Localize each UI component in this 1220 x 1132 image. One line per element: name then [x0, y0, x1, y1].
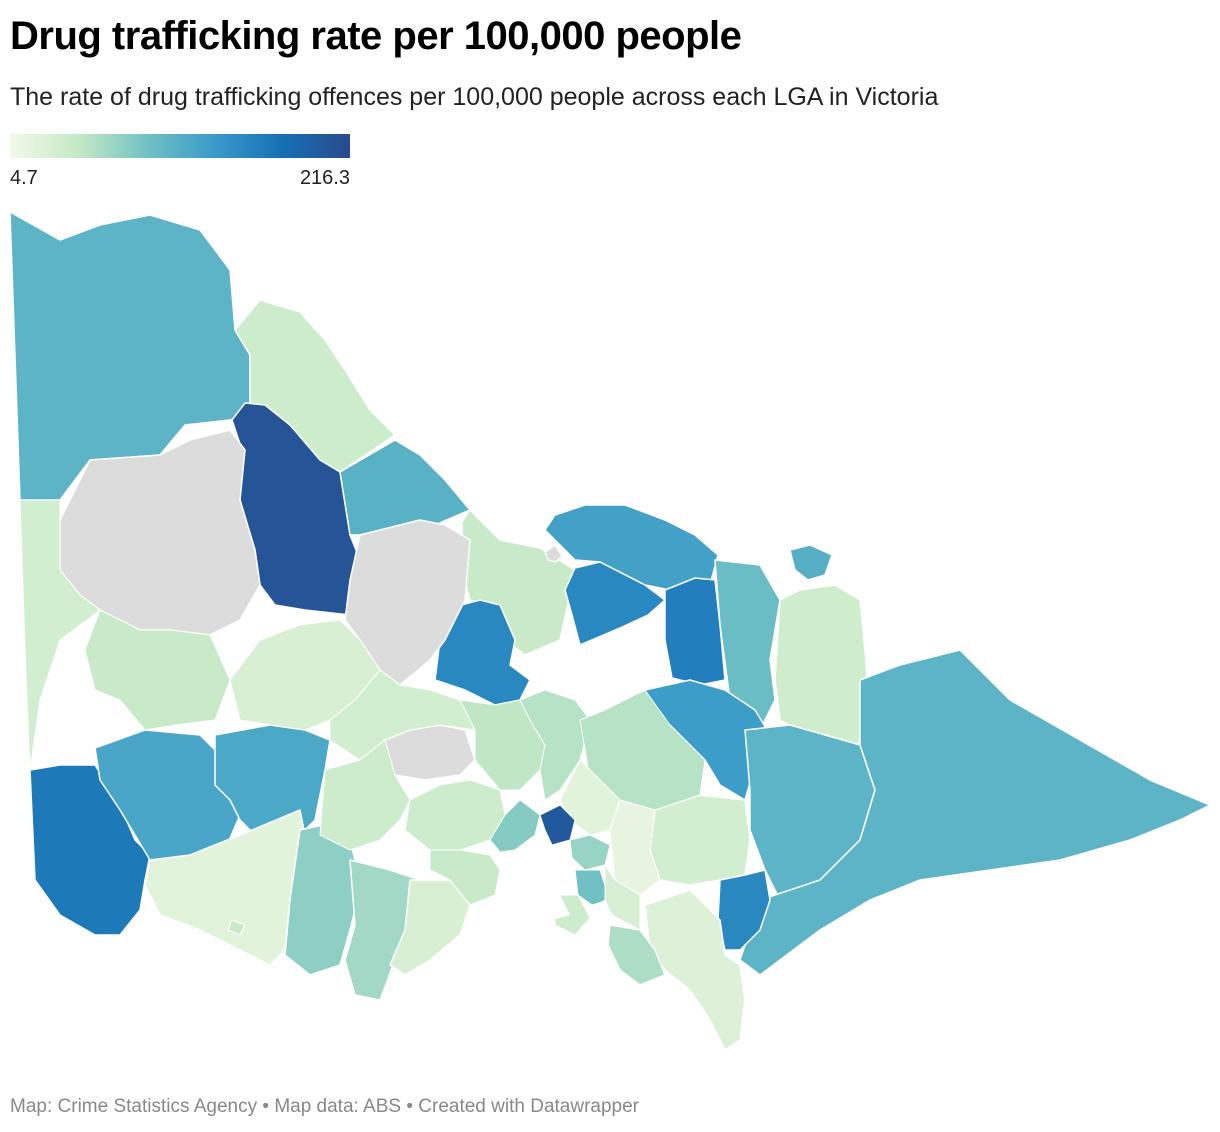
chart-subtitle: The rate of drug trafficking offences pe…: [10, 83, 939, 111]
footer-separator: •: [257, 1096, 275, 1117]
western-port-bay: [590, 900, 612, 925]
footer-credit: Created with Datawrapper: [418, 1096, 639, 1117]
victoria-choropleth-map: [9, 211, 1211, 1051]
lga-benalla[interactable]: [664, 577, 726, 686]
lga-region[interactable]: [569, 834, 611, 871]
footer-separator: •: [401, 1096, 419, 1117]
lga-alpine[interactable]: [714, 559, 781, 731]
chart-title: Drug trafficking rate per 100,000 people: [10, 14, 742, 58]
lga-east-gippsland[interactable]: [739, 649, 1211, 976]
lga-region[interactable]: [19, 499, 101, 771]
lga-golden-plains[interactable]: [344, 859, 421, 1001]
lga-region[interactable]: [519, 689, 591, 801]
port-phillip-bay: [495, 845, 570, 922]
legend-max-label: 216.3: [299, 167, 350, 189]
lga-bass-coast[interactable]: [607, 924, 666, 986]
legend-min-label: 4.7: [10, 167, 38, 189]
color-legend: 4.7 216.3: [10, 134, 350, 189]
lga-yarriambiack[interactable]: [344, 519, 471, 686]
lga-wodonga[interactable]: [789, 544, 833, 581]
lga-region[interactable]: [319, 739, 411, 851]
lga-region[interactable]: [559, 759, 621, 836]
lga-region[interactable]: [489, 799, 541, 853]
legend-gradient-bar: [10, 134, 350, 158]
lga-shepparton[interactable]: [434, 599, 531, 706]
footer-credits: Map: Crime Statistics Agency • Map data:…: [10, 1096, 639, 1118]
lga-wangaratta[interactable]: [564, 561, 666, 646]
lga-region[interactable]: [227, 919, 246, 936]
footer-map-data: Map data: ABS: [274, 1096, 402, 1117]
lga-gannawarra[interactable]: [339, 439, 471, 536]
lga-south-gippsland[interactable]: [644, 889, 746, 1051]
lga-west-wimmera[interactable]: [544, 544, 563, 563]
lga-region[interactable]: [84, 609, 231, 731]
footer-source: Map: Crime Statistics Agency: [10, 1096, 258, 1117]
lga-baw-baw[interactable]: [649, 794, 751, 886]
